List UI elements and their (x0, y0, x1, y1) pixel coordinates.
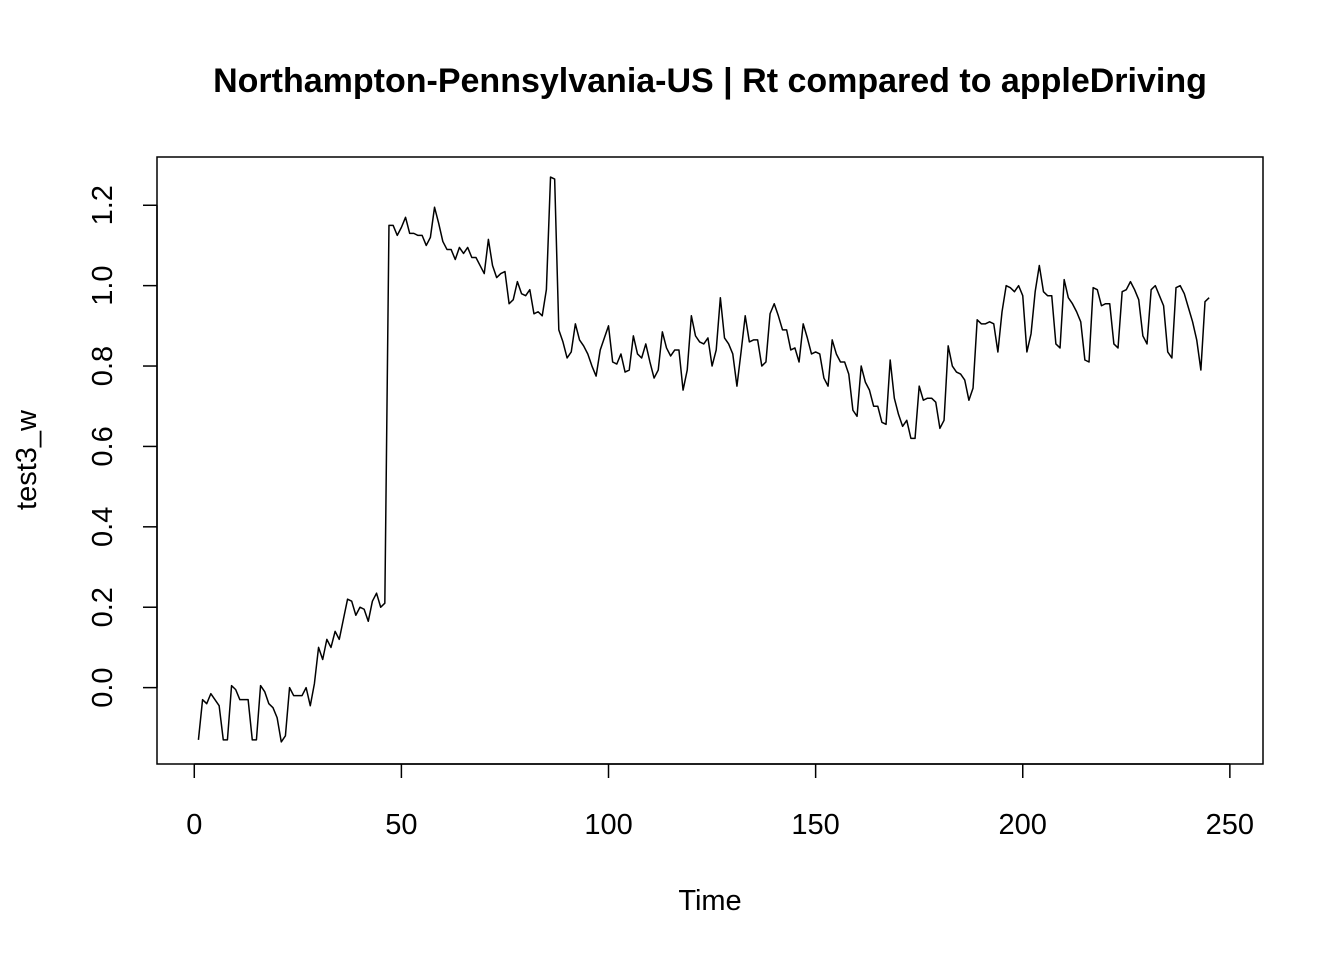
x-tick-label: 100 (584, 809, 632, 841)
y-tick-label: 0.6 (87, 426, 119, 466)
series-line (197, 176, 1210, 743)
x-tick-label: 200 (999, 809, 1047, 841)
y-tick-label: 1.0 (87, 265, 119, 305)
y-tick-label: 0.8 (87, 346, 119, 386)
y-tick-label: 0.4 (87, 507, 119, 547)
x-axis: 0 50 100 150 200 250 (186, 763, 1254, 841)
y-tick-label: 0.2 (87, 587, 119, 627)
x-tick-label: 250 (1206, 809, 1254, 841)
x-tick-label: 0 (186, 809, 202, 841)
y-axis: 0.0 0.2 0.4 0.6 0.8 1.0 1.2 (87, 185, 158, 708)
x-tick-label: 50 (385, 809, 417, 841)
plot-frame (156, 156, 1264, 765)
y-tick-label: 1.2 (87, 185, 119, 225)
x-axis-label: Time (678, 885, 741, 917)
y-tick-label: 0.0 (87, 667, 119, 707)
x-tick-label: 150 (791, 809, 839, 841)
chart-title: Northampton-Pennsylvania-US | Rt compare… (213, 62, 1207, 100)
y-axis-label: test3_w (11, 409, 43, 510)
